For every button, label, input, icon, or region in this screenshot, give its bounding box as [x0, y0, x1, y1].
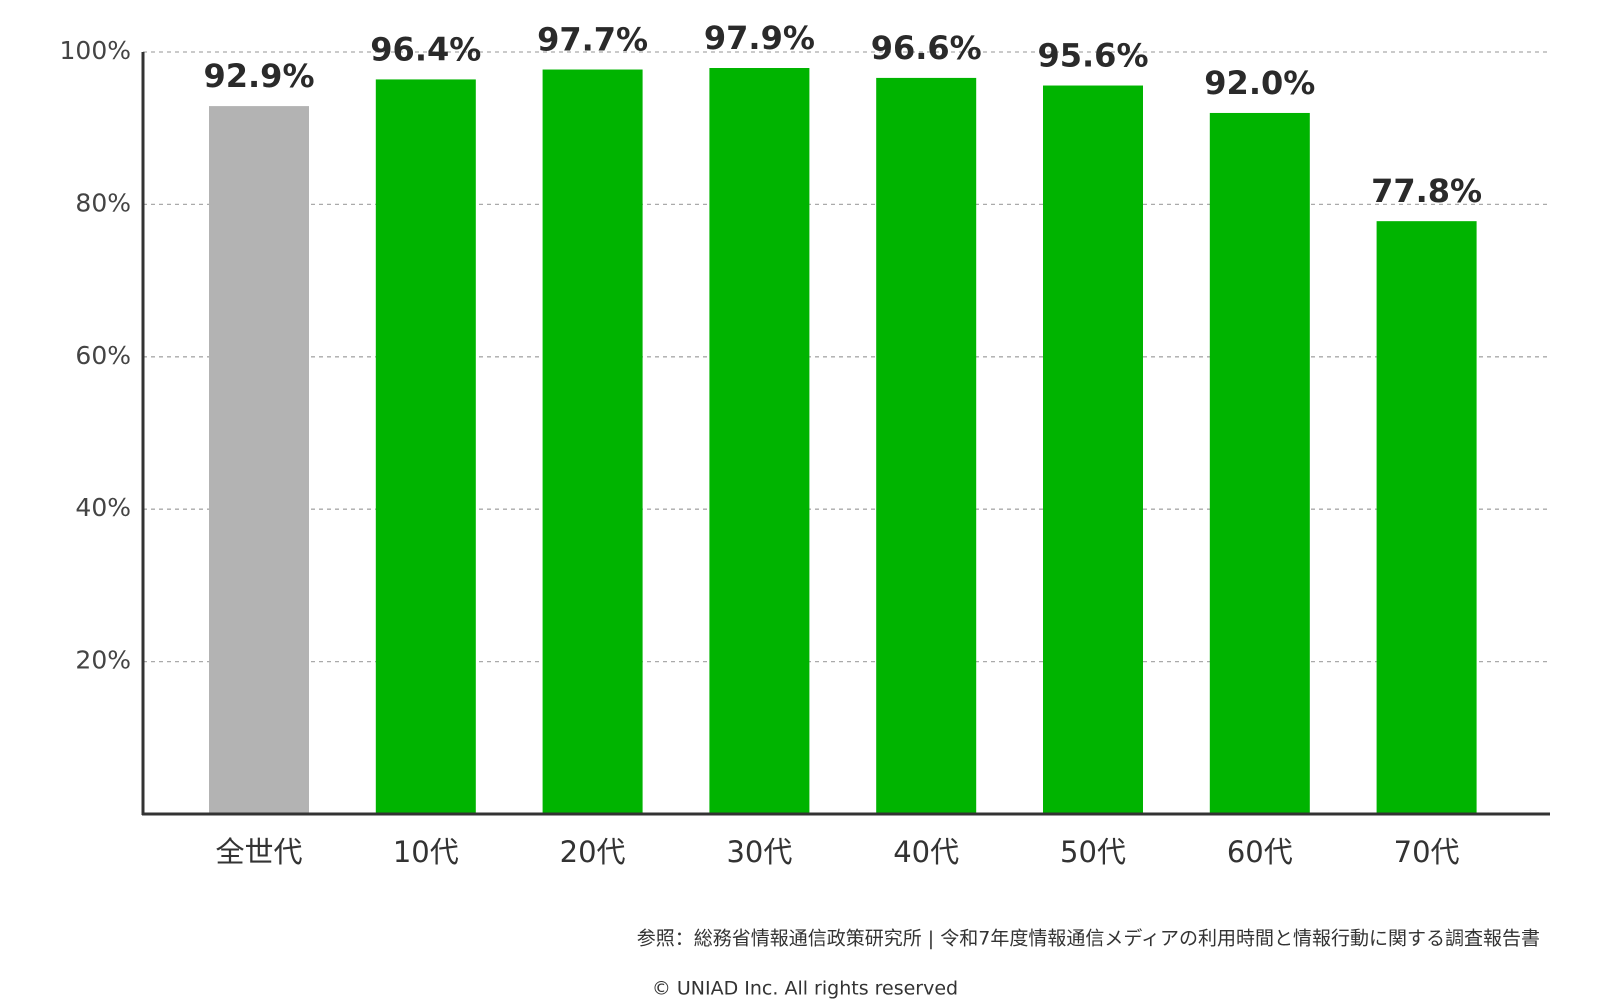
value-label: 97.9% — [704, 19, 815, 57]
bar — [876, 77, 977, 814]
x-tick-label: 40代 — [893, 835, 959, 869]
x-tick-label: 50代 — [1060, 835, 1126, 869]
source-note: 参照：総務省情報通信政策研究所 | 令和7年度情報通信メディアの利用時間と情報行… — [637, 928, 1540, 950]
y-tick-label: 80% — [75, 188, 131, 217]
bar — [1043, 85, 1143, 814]
value-label: 97.7% — [537, 21, 648, 59]
value-label: 92.9% — [203, 57, 314, 95]
copyright: © UNIAD Inc. All rights reserved — [652, 978, 958, 1000]
x-tick-label: 60代 — [1227, 835, 1293, 869]
value-label: 95.6% — [1037, 37, 1148, 75]
x-tick-label: 30代 — [726, 835, 792, 869]
bar — [709, 68, 810, 814]
bar — [1209, 112, 1310, 814]
value-label: 96.6% — [871, 29, 982, 67]
y-tick-label: 100% — [60, 36, 131, 65]
bar — [209, 106, 309, 815]
x-tick-label: 全世代 — [215, 835, 302, 869]
bar — [375, 79, 476, 814]
value-label: 96.4% — [370, 30, 481, 68]
x-tick-label: 20代 — [560, 835, 626, 869]
value-label: 92.0% — [1204, 64, 1315, 102]
bar — [542, 69, 643, 814]
value-label: 77.8% — [1371, 172, 1482, 210]
x-tick-label: 10代 — [393, 835, 459, 869]
bar — [1376, 221, 1477, 814]
y-tick-label: 40% — [75, 493, 131, 522]
y-tick-label: 60% — [75, 341, 131, 370]
x-tick-label: 70代 — [1394, 835, 1460, 869]
y-tick-label: 20% — [75, 646, 131, 675]
